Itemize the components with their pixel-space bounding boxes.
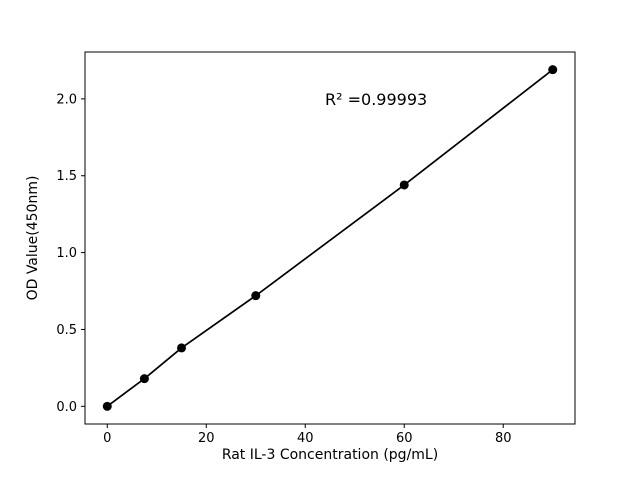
data-point xyxy=(102,401,112,411)
x-tick-label: 0 xyxy=(103,431,111,446)
data-line xyxy=(106,69,554,408)
plot-border xyxy=(84,51,576,425)
y-tick-label: 1.0 xyxy=(56,246,77,261)
data-point xyxy=(399,180,409,190)
x-tick-label: 60 xyxy=(396,431,413,446)
x-axis-label: Rat IL-3 Concentration (pg/mL) xyxy=(221,447,439,463)
y-tick-label: 0.0 xyxy=(56,400,77,415)
data-point xyxy=(177,343,187,353)
data-point xyxy=(251,291,261,301)
y-tick-label: 2.0 xyxy=(56,92,77,107)
y-axis-label: OD Value(450nm) xyxy=(25,175,41,301)
x-tick-label: 40 xyxy=(297,431,314,446)
data-point xyxy=(139,374,149,384)
y-tick-label: 0.5 xyxy=(56,323,77,338)
y-tick-label: 1.5 xyxy=(56,169,77,184)
x-tick-label: 20 xyxy=(198,431,215,446)
x-tick-label: 80 xyxy=(495,431,512,446)
r-squared-annotation: R² =0.99993 xyxy=(325,90,428,109)
data-point xyxy=(548,65,558,75)
